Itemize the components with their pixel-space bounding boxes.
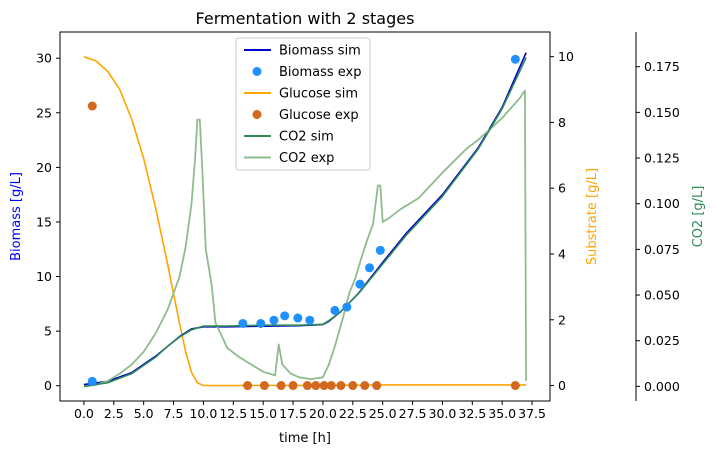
glucose-exp-point bbox=[510, 381, 520, 391]
glucose-exp-point bbox=[276, 381, 286, 391]
x-tick-label: 30.0 bbox=[429, 406, 457, 421]
co2-tick-label: 0.100 bbox=[644, 196, 680, 211]
co2-tick-label: 0.025 bbox=[644, 333, 680, 348]
x-tick-label: 10.0 bbox=[189, 406, 217, 421]
glucose-exp-point bbox=[288, 381, 298, 391]
biomass-exp-point bbox=[280, 311, 290, 321]
x-axis-label: time [h] bbox=[279, 431, 331, 446]
biomass-exp-point bbox=[87, 376, 97, 386]
biomass-exp-point bbox=[355, 279, 365, 289]
glucose-exp-point bbox=[302, 381, 312, 391]
x-tick-label: 0.0 bbox=[74, 406, 94, 421]
co2-tick-label: 0.125 bbox=[644, 151, 680, 166]
substrate-tick-label: 10 bbox=[558, 49, 574, 64]
substrate-tick-label: 0 bbox=[558, 378, 566, 393]
legend: Biomass sim Biomass exp Glucose sim Glucose… bbox=[235, 37, 371, 171]
plot-frame bbox=[59, 31, 551, 402]
x-tick-label: 37.5 bbox=[518, 406, 546, 421]
x-tick-label: 32.5 bbox=[458, 406, 486, 421]
x-tick-label: 7.5 bbox=[164, 406, 184, 421]
co2-axis-label: CO2 [g/L] bbox=[691, 186, 706, 248]
glucose-exp-point bbox=[372, 381, 382, 391]
legend-label-co2-sim: CO2 sim bbox=[279, 130, 334, 145]
biomass-exp-point bbox=[330, 305, 340, 315]
co2-tick-label: 0.075 bbox=[644, 242, 680, 257]
x-tick-label: 5.0 bbox=[134, 406, 154, 421]
legend-label-biomass-exp: Biomass exp bbox=[279, 65, 362, 80]
legend-swatch-biomass-exp bbox=[252, 67, 262, 76]
glucose-exp-point bbox=[311, 381, 321, 391]
chart-title: Fermentation with 2 stages bbox=[196, 9, 415, 28]
substrate-tick-label: 4 bbox=[558, 246, 566, 261]
co2-tick-label: 0.150 bbox=[644, 105, 680, 120]
co2-tick-label: 0.000 bbox=[644, 379, 680, 394]
biomass-exp-point bbox=[365, 263, 375, 273]
glucose-exp-point bbox=[319, 381, 329, 391]
x-tick-label: 25.0 bbox=[369, 406, 397, 421]
x-tick-label: 2.5 bbox=[104, 406, 124, 421]
glucose-exp-point bbox=[348, 381, 358, 391]
co2-tick-label: 0.050 bbox=[644, 288, 680, 303]
biomass-exp-point bbox=[510, 54, 520, 64]
biomass-exp-point bbox=[269, 315, 279, 325]
biomass-exp-point bbox=[342, 302, 352, 312]
x-tick-label: 22.5 bbox=[339, 406, 367, 421]
legend-label-co2-exp: CO2 exp bbox=[279, 151, 334, 166]
glucose-exp-point bbox=[259, 381, 269, 391]
substrate-tick-label: 6 bbox=[558, 181, 566, 196]
glucose-exp-point bbox=[243, 381, 253, 391]
biomass-tick-label: 30 bbox=[36, 51, 52, 66]
biomass-tick-label: 10 bbox=[36, 269, 52, 284]
biomass-tick-label: 5 bbox=[44, 324, 52, 339]
substrate-tick-label: 2 bbox=[558, 312, 566, 327]
biomass-exp-point bbox=[375, 245, 385, 255]
biomass-tick-label: 15 bbox=[36, 214, 52, 229]
legend-label-glucose-sim: Glucose sim bbox=[279, 87, 358, 102]
biomass-exp-point bbox=[256, 318, 266, 328]
legend-swatch-glucose-exp bbox=[252, 110, 262, 119]
x-tick-label: 17.5 bbox=[279, 406, 307, 421]
biomass-axis-label: Biomass [g/L] bbox=[9, 172, 24, 261]
substrate-axis-label: Substrate [g/L] bbox=[585, 168, 600, 265]
biomass-exp-point bbox=[293, 313, 303, 323]
x-tick-label: 20.0 bbox=[309, 406, 337, 421]
x-tick-label: 15.0 bbox=[249, 406, 277, 421]
legend-label-biomass-sim: Biomass sim bbox=[279, 44, 361, 59]
biomass-tick-label: 0 bbox=[44, 378, 52, 393]
co2-exp-line bbox=[83, 89, 527, 388]
biomass-exp-point bbox=[305, 315, 315, 325]
biomass-tick-label: 25 bbox=[36, 105, 52, 120]
glucose-exp-point bbox=[336, 381, 346, 391]
glucose-exp-point bbox=[326, 381, 336, 391]
biomass-tick-label: 20 bbox=[36, 160, 52, 175]
co2-sim-line bbox=[83, 57, 527, 388]
x-tick-label: 35.0 bbox=[488, 406, 516, 421]
substrate-tick-label: 8 bbox=[558, 115, 566, 130]
co2-tick-label: 0.175 bbox=[644, 59, 680, 74]
legend-label-glucose-exp: Glucose exp bbox=[279, 108, 359, 123]
x-tick-label: 12.5 bbox=[219, 406, 247, 421]
x-tick-label: 27.5 bbox=[399, 406, 427, 421]
axes: 0.0 2.5 5.0 7.5 10.0 12.5 15.0 17.5 20.0 22.5 25.0… bbox=[9, 31, 706, 421]
biomass-exp-point bbox=[238, 318, 248, 328]
glucose-exp-point bbox=[360, 381, 370, 391]
glucose-exp-point bbox=[87, 101, 97, 111]
plot-area bbox=[83, 52, 527, 391]
